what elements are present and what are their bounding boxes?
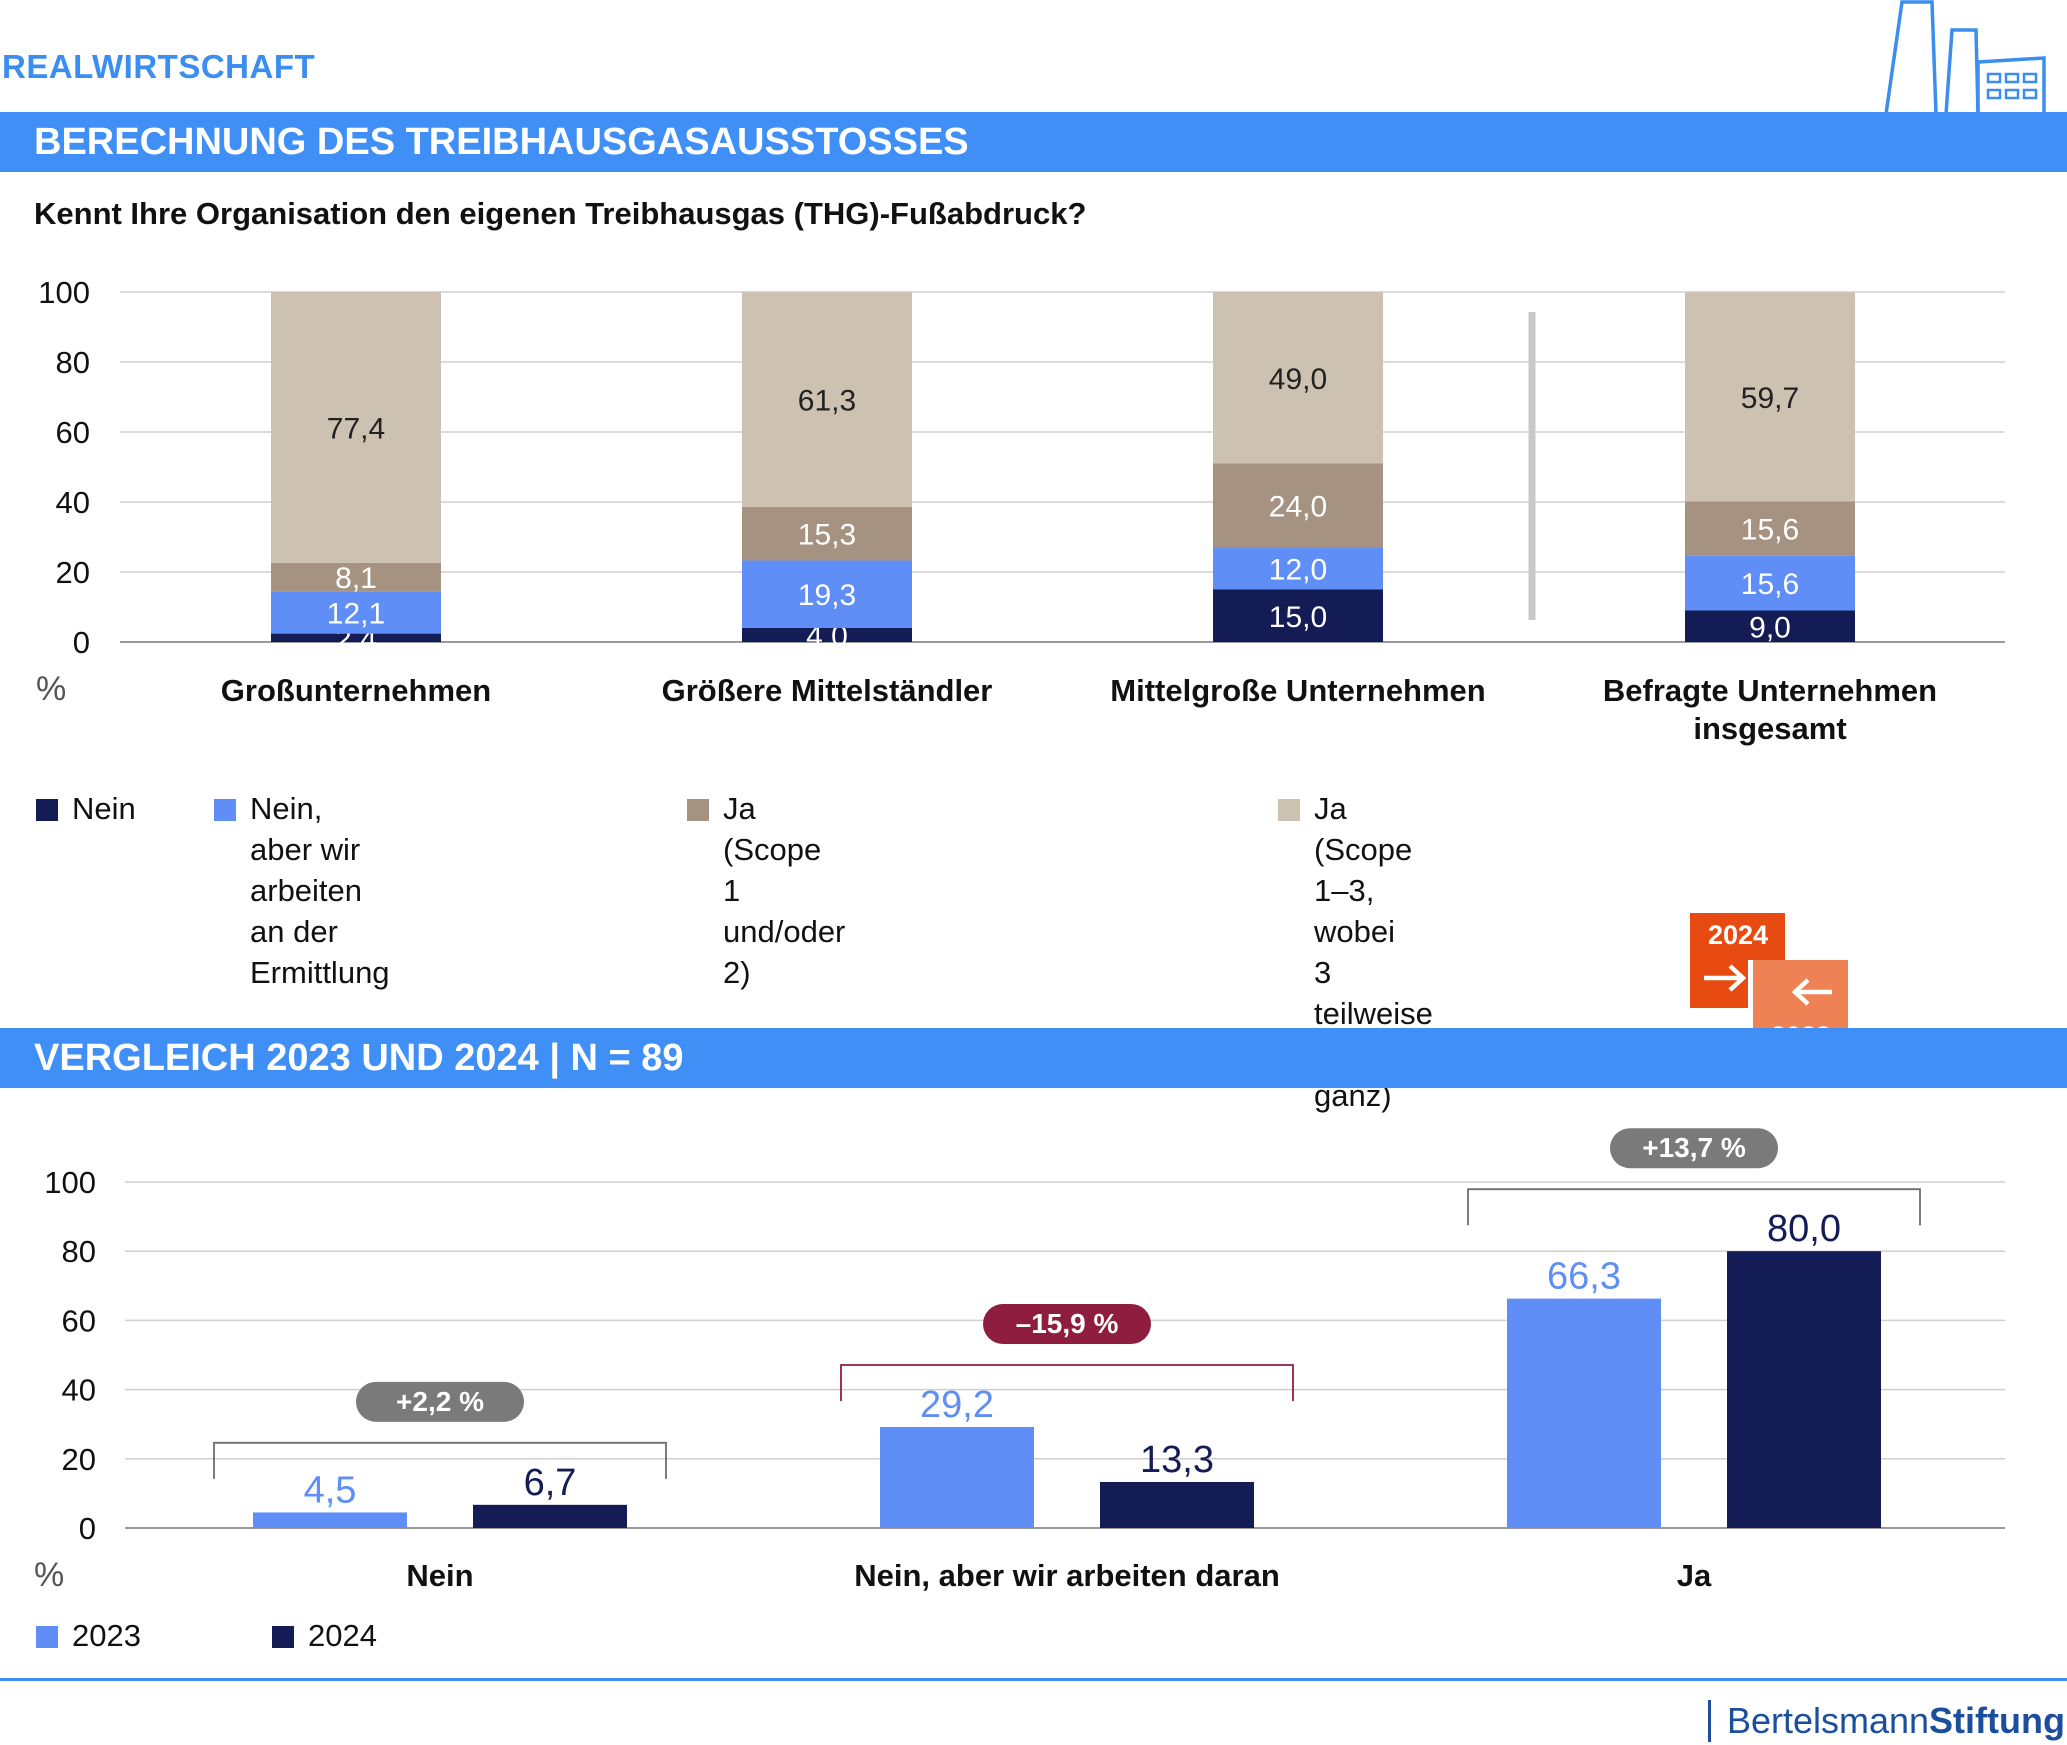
bar-segment	[1213, 463, 1383, 548]
data-label: 15,0	[1269, 601, 1327, 634]
section-banner-1: BERECHNUNG DES TREIBHAUSGASAUSSTOSSES	[0, 112, 2067, 172]
grouped-bar-chart: 0 20 40 60 80 100% 4,5 6,7 +2,2 % Nein 29,2 13,3 –15…	[34, 1128, 2005, 1594]
bar-segment	[1685, 555, 1855, 611]
bar-segment	[742, 292, 912, 507]
bar-segment	[1213, 589, 1383, 642]
section-label: REALWIRTSCHAFT	[2, 48, 316, 85]
bar-segment	[1213, 547, 1383, 590]
bar-segment	[742, 506, 912, 561]
data-label: 19,3	[798, 579, 856, 612]
category-label: Größere Mittelständler	[662, 673, 993, 708]
unit-label: %	[34, 1556, 64, 1594]
data-label: 6,7	[524, 1462, 577, 1504]
y-tick-label: 40	[56, 485, 90, 520]
difference-bracket	[1467, 1188, 1921, 1226]
y-tick-label: 80	[56, 345, 90, 380]
difference-label: +13,7 %	[1642, 1132, 1746, 1163]
bar-segment	[742, 560, 912, 628]
category-label: Großunternehmen	[221, 673, 491, 708]
data-label: 24,0	[1269, 491, 1327, 524]
difference-label: –15,9 %	[1016, 1308, 1119, 1339]
bar	[880, 1426, 1034, 1528]
bar-segment	[1685, 292, 1855, 502]
data-label: 59,7	[1741, 382, 1799, 415]
data-label: 12,1	[327, 597, 385, 630]
legend-swatch	[36, 1626, 58, 1648]
arrow-left-icon	[1791, 978, 1832, 1006]
data-label: 77,4	[327, 412, 385, 445]
y-tick-label: 60	[62, 1303, 96, 1338]
category-label: Nein	[406, 1558, 473, 1593]
bar-segment	[742, 628, 912, 642]
bar-segment	[271, 562, 441, 592]
legend-swatch	[687, 799, 709, 821]
category-label: Befragte Unternehmen	[1603, 673, 1937, 708]
bar-segment	[271, 591, 441, 634]
bar-segment	[1685, 501, 1855, 556]
legend-label: Nein, aber wir arbeiten an der Ermittlun…	[250, 791, 390, 990]
difference-bracket	[840, 1364, 1294, 1401]
bertelsmann-logo: BertelsmannStiftung	[1707, 1700, 2065, 1742]
bar	[473, 1504, 627, 1528]
data-label: 8,1	[335, 562, 377, 595]
legend-swatch	[214, 799, 236, 821]
bar	[253, 1512, 407, 1528]
y-tick-label: 60	[56, 415, 90, 450]
legend-label: Ja (Scope 1 und/oder 2)	[723, 791, 846, 990]
data-label: 13,3	[1140, 1439, 1214, 1481]
y-tick-label: 80	[62, 1234, 96, 1269]
unit-label: %	[36, 670, 66, 708]
category-label: Nein, aber wir arbeiten daran	[854, 1558, 1280, 1593]
difference-badge	[983, 1303, 1151, 1344]
data-label: 61,3	[798, 385, 856, 418]
y-tick-label: 0	[79, 1511, 96, 1546]
bar-segment	[271, 292, 441, 563]
bar	[1100, 1481, 1254, 1528]
data-label: 15,3	[798, 519, 856, 552]
bar	[1507, 1298, 1661, 1528]
badge-2024-label: 2024	[1708, 920, 1768, 950]
legend-swatch	[36, 799, 58, 821]
difference-label: +2,2 %	[396, 1386, 484, 1417]
bar-segment	[1685, 610, 1855, 642]
data-label: 49,0	[1269, 363, 1327, 396]
category-label: insgesamt	[1693, 711, 1846, 746]
legend-label: 2023	[72, 1618, 141, 1653]
y-tick-label: 20	[62, 1442, 96, 1477]
difference-badge	[1610, 1128, 1778, 1169]
data-label: 15,6	[1741, 568, 1799, 601]
y-tick-label: 40	[62, 1373, 96, 1408]
bar	[1727, 1251, 1881, 1528]
y-tick-label: 0	[73, 625, 90, 660]
bar-segment	[1213, 292, 1383, 464]
data-label: 9,0	[1749, 611, 1791, 644]
arrow-right-icon	[1704, 964, 1747, 992]
difference-bracket	[213, 1441, 667, 1479]
y-tick-label: 20	[56, 555, 90, 590]
category-label: Mittelgroße Unternehmen	[1110, 673, 1485, 708]
category-label: Ja	[1677, 1558, 1712, 1593]
difference-badge	[356, 1381, 524, 1422]
legend-label: Nein	[72, 791, 136, 826]
factory-icon	[1882, 0, 2048, 116]
stacked-bar-chart: 020406080100%2,412,18,177,4Großunternehm…	[36, 275, 2005, 746]
footer-divider	[0, 1678, 2067, 1681]
data-label: 80,0	[1767, 1208, 1841, 1250]
legend-swatch	[272, 1626, 294, 1648]
data-label: 12,0	[1269, 554, 1327, 587]
y-tick-label: 100	[44, 1165, 96, 1200]
section-banner-2: VERGLEICH 2023 UND 2024 | N = 89	[0, 1028, 2067, 1088]
data-label: 29,2	[920, 1384, 994, 1426]
legend-label: 2024	[308, 1618, 377, 1653]
data-label: 4,5	[304, 1469, 357, 1511]
data-label: 66,3	[1547, 1256, 1621, 1298]
chart-question: Kennt Ihre Organisation den eigenen Trei…	[34, 196, 1087, 231]
legend-swatch	[1278, 799, 1300, 821]
data-label: 15,6	[1741, 514, 1799, 547]
bar-segment	[271, 633, 441, 642]
y-tick-label: 100	[38, 275, 90, 310]
